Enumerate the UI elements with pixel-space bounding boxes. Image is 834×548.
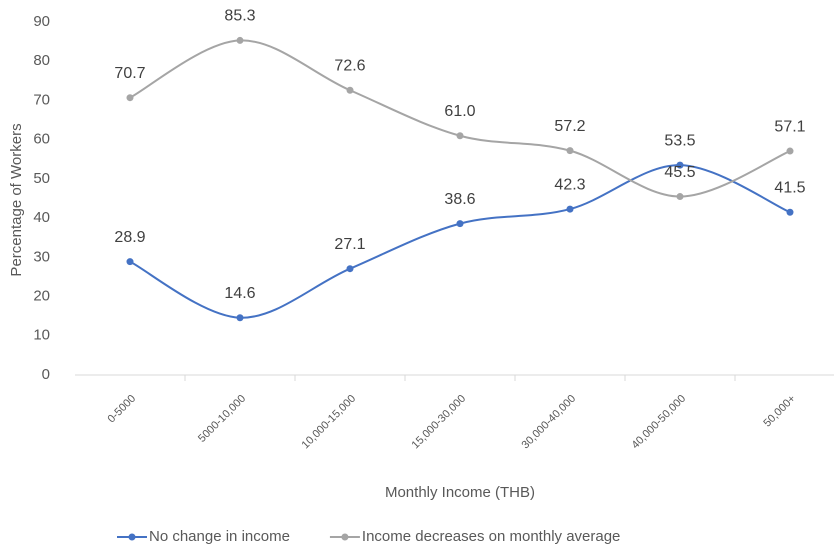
y-axis-title: Percentage of Workers [8,123,25,276]
x-tick-label: 15,000-30,000 [410,393,469,452]
x-tick-label: 0-5000 [105,393,138,426]
x-tick-label: 5000-10,000 [196,393,248,445]
legend-label: Income decreases on monthly average [362,528,620,545]
data-point [786,147,794,155]
data-label: 41.5 [774,179,805,196]
x-tick-label: 40,000-50,000 [630,393,689,452]
data-point [676,193,684,201]
legend-marker [128,533,136,541]
data-point [346,86,354,94]
x-axis-title: Monthly Income (THB) [385,484,535,501]
data-label: 14.6 [224,285,255,302]
data-label: 27.1 [334,236,365,253]
data-point [456,220,464,228]
data-label: 42.3 [554,176,585,193]
y-tick-label: 90 [33,13,50,30]
data-point [126,258,134,266]
y-tick-label: 70 [33,91,50,108]
x-tick-label: 30,000-40,000 [520,393,579,452]
data-label: 45.5 [664,164,695,181]
y-tick-label: 0 [42,366,50,383]
y-tick-label: 10 [33,327,50,344]
data-label: 70.7 [114,65,145,82]
data-label: 57.2 [554,118,585,135]
data-point [126,94,134,102]
data-label: 53.5 [664,132,695,149]
data-point [456,132,464,140]
data-point [566,147,574,155]
y-tick-label: 30 [33,248,50,265]
y-tick-label: 60 [33,131,50,148]
data-point [236,314,244,322]
y-tick-label: 40 [33,209,50,226]
data-point [676,161,684,169]
legend-marker [341,533,349,541]
data-point [236,36,244,44]
y-tick-label: 20 [33,288,50,305]
data-point [566,205,574,213]
data-label: 85.3 [224,8,255,25]
data-label: 61.0 [444,103,475,120]
data-label: 38.6 [444,191,475,208]
x-tick-label: 10,000-15,000 [300,393,359,452]
y-tick-label: 80 [33,52,50,69]
data-label: 72.6 [334,57,365,74]
data-point [786,208,794,216]
legend-label: No change in income [149,528,290,545]
data-label: 28.9 [114,229,145,246]
data-point [346,265,354,273]
x-tick-label: 50,000+ [761,393,798,430]
data-label: 57.1 [774,118,805,135]
y-tick-label: 50 [33,170,50,187]
